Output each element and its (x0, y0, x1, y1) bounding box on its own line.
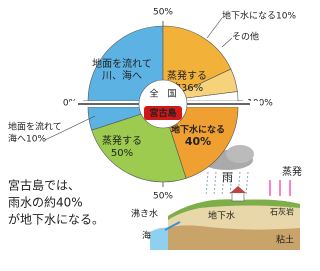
note-line: 雨水の約40% (8, 195, 83, 210)
illustration-label: 石灰岩 (270, 207, 294, 217)
slice-label: 地面を流れて (8, 121, 62, 133)
slice-label: 40% (185, 135, 211, 148)
illustration-label: 粘土 (276, 234, 294, 246)
slice-label: 地面を流れて (92, 57, 152, 70)
chart-title: 宮古島 (149, 107, 176, 119)
house (232, 192, 244, 201)
slice-label: その他 (232, 31, 259, 43)
figure: 地面を流れて川、海へ蒸発する約36%地下水になる10%その他0%50%100%地… (0, 0, 311, 271)
slice-label: 蒸発する (167, 69, 207, 82)
illustration-label: 海 (142, 230, 151, 242)
illustration-label: 蒸発 (282, 165, 302, 178)
slice-label: 蒸発する (102, 134, 142, 147)
illustration-label: 雨 (222, 171, 233, 184)
cloud (226, 145, 254, 163)
slice-label: 海へ10% (8, 133, 46, 145)
tick-label: 50% (153, 192, 173, 202)
center-circle (139, 80, 187, 128)
slice-label: 地下水になる (171, 124, 225, 136)
slice-label: 川、海へ (102, 69, 142, 82)
illustration-label: 地下水 (208, 210, 235, 222)
slice-label: 50% (111, 148, 133, 159)
tick-label: 50% (153, 8, 173, 18)
slice-label: 地下水になる10% (222, 10, 296, 22)
illustration-label: 沸き水 (131, 208, 158, 220)
note-line: が地下水になる。 (8, 212, 104, 227)
chart-title: 全 国 (149, 88, 176, 100)
note-line: 宮古島では、 (8, 178, 80, 193)
